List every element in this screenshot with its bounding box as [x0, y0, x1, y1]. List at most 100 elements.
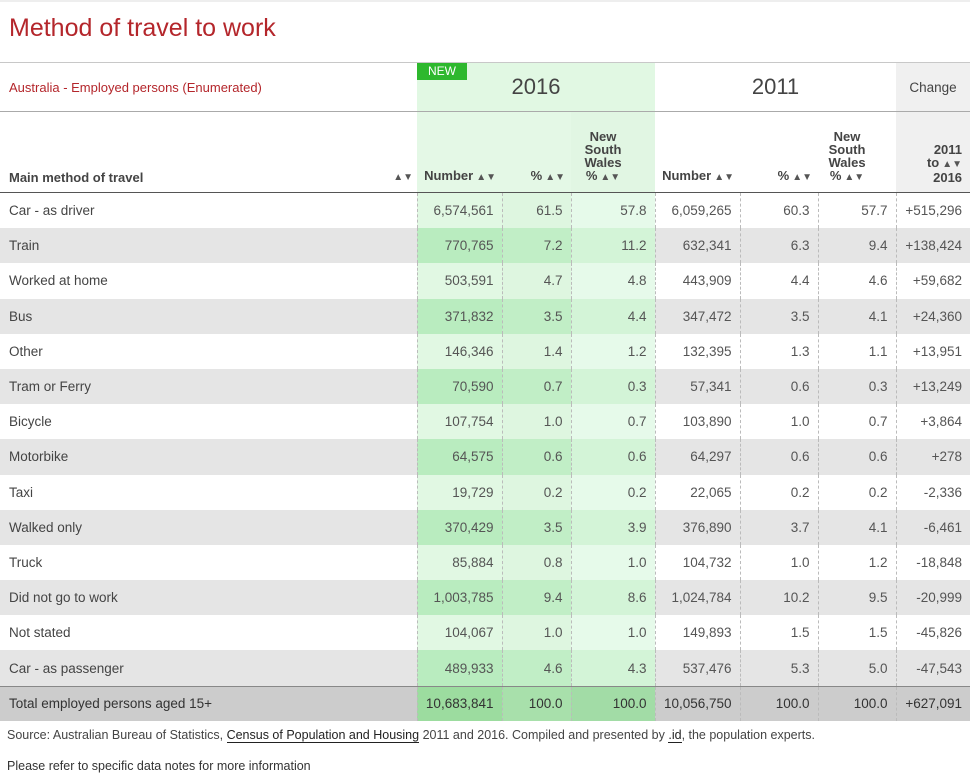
cell-percent-2016: 3.5	[501, 298, 571, 334]
col-main-method[interactable]: Main method of travel ▲▼	[0, 111, 417, 193]
cell-number-2011: 1,024,784	[654, 580, 741, 616]
cell-percent-2016: 4.7	[501, 263, 571, 299]
table-row: Motorbike 64,575 0.6 0.6 64,297 0.6 0.6 +278	[0, 439, 970, 475]
cell-nsw-2016: 1.0	[570, 615, 656, 651]
year-2016-label: 2016	[511, 74, 561, 99]
cell-change: +515,296	[895, 192, 970, 229]
cell-nsw-2011: 9.4	[817, 228, 897, 264]
col-change-line1: 2011 to	[926, 142, 963, 170]
sort-updown-icon[interactable]: ▲▼	[792, 172, 813, 183]
col-number-2016[interactable]: Number ▲▼	[417, 111, 502, 193]
cell-method: Bus	[0, 298, 417, 334]
cell-method: Truck	[9, 554, 43, 570]
cell-nsw-2016: 100.0	[570, 685, 656, 721]
cell-percent-2016: 1.0	[501, 615, 571, 651]
cell-number-2016: 19,729	[416, 474, 502, 510]
cell-number-2011: 64,297	[654, 439, 741, 475]
cell-nsw-2011: 57.7	[817, 192, 897, 229]
cell-number-2016: 146,346	[416, 333, 502, 369]
table-row: Not stated 104,067 1.0 1.0 149,893 1.5 1.5 -45,…	[0, 615, 970, 651]
cell-number-2011: 104,732	[654, 544, 741, 581]
cell-number-2016: 104,067	[416, 615, 502, 651]
cell-percent-2016: 3.5	[501, 509, 571, 545]
table-row: Car - as passenger 489,933 4.6 4.3 537,476 5.…	[0, 650, 970, 687]
cell-percent-2011: 1.5	[739, 615, 819, 651]
id-link[interactable]: .id	[668, 728, 682, 743]
nsw-line4: %	[829, 168, 842, 183]
cell-method: Worked at home	[9, 273, 108, 289]
cell-percent-2016: 61.5	[501, 192, 571, 229]
cell-percent-2016: 4.6	[501, 650, 571, 687]
table-row: Car - as driver 6,574,561 61.5 57.8 6,059,26…	[0, 192, 970, 229]
nsw-line1: New	[589, 129, 617, 144]
source-prefix: Source: Australian Bureau of Statistics,	[7, 728, 224, 742]
nsw-line1: New	[833, 129, 861, 144]
cell-nsw-2016: 57.8	[570, 192, 656, 229]
sort-updown-icon[interactable]: ▲▼	[942, 159, 963, 170]
col-change[interactable]: 2011 to ▲▼ 2016	[896, 111, 970, 193]
total-row: Total employed persons aged 15+ 10,683,84…	[0, 685, 970, 721]
col-percent-2016[interactable]: % ▲▼	[502, 111, 571, 193]
page-title: Method of travel to work	[9, 14, 276, 42]
table-subtitle: Australia - Employed persons (Enumerated…	[0, 62, 417, 112]
nsw-line2: South	[828, 142, 866, 157]
sort-updown-icon[interactable]: ▲▼	[844, 172, 865, 183]
cell-nsw-2016: 4.8	[570, 263, 656, 299]
cell-percent-2011: 3.5	[739, 298, 819, 334]
cell-number-2016: 107,754	[416, 404, 502, 440]
table-row: Did not go to work 1,003,785 9.4 8.6 1,024,7…	[0, 580, 970, 616]
cell-method: Car - as passenger	[0, 650, 417, 687]
cell-nsw-2011: 4.1	[817, 298, 897, 334]
cell-number-2011: 632,341	[654, 228, 741, 264]
year-2016-header: NEW 2016	[417, 62, 656, 112]
sort-updown-icon[interactable]: ▲▼	[600, 172, 621, 183]
cell-nsw-2016: 4.3	[570, 650, 656, 687]
cell-method: Car - as driver	[9, 203, 95, 219]
cell-percent-2011: 3.7	[739, 509, 819, 545]
cell-change: -6,461	[895, 509, 970, 545]
cell-method: Other	[9, 343, 43, 359]
cell-change: +3,864	[895, 404, 970, 440]
cell-nsw-2016: 8.6	[570, 580, 656, 616]
source-suffix: , the population experts.	[681, 728, 815, 742]
source-note: Source: Australian Bureau of Statistics,…	[7, 728, 815, 743]
cell-method: Total employed persons aged 15+	[0, 685, 417, 721]
cell-change: -20,999	[895, 580, 970, 616]
sort-updown-icon[interactable]: ▲▼	[545, 172, 565, 183]
sort-updown-icon[interactable]: ▲▼	[476, 172, 496, 183]
col-main-method-label: Main method of travel	[9, 170, 144, 185]
cell-nsw-2011: 0.2	[817, 474, 897, 510]
cell-number-2016: 370,429	[416, 509, 502, 545]
cell-change: +138,424	[895, 228, 970, 264]
cell-method: Walked only	[0, 509, 417, 545]
col-number-2011[interactable]: Number ▲▼	[655, 111, 741, 193]
cell-number-2016: 489,933	[416, 650, 502, 687]
change-header: Change	[896, 62, 970, 112]
col-number-2016-label: Number	[424, 168, 474, 183]
table-row: Truck 85,884 0.8 1.0 104,732 1.0 1.2 -18,848	[0, 544, 970, 581]
sort-updown-icon[interactable]: ▲▼	[714, 172, 735, 183]
cell-change: +627,091	[895, 685, 970, 721]
cell-change: -18,848	[895, 544, 970, 581]
col-percent-2011[interactable]: % ▲▼	[740, 111, 819, 193]
cell-percent-2011: 0.6	[739, 439, 819, 475]
col-nsw-2016[interactable]: New South Wales % ▲▼	[571, 111, 656, 193]
census-link[interactable]: Census of Population and Housing	[226, 728, 420, 743]
cell-nsw-2011: 0.7	[817, 404, 897, 440]
cell-nsw-2016: 0.3	[570, 368, 656, 405]
new-badge: NEW	[417, 63, 467, 80]
sort-updown-icon[interactable]: ▲▼	[393, 172, 413, 183]
cell-change: +24,360	[895, 298, 970, 334]
col-nsw-2011[interactable]: New South Wales % ▲▼	[818, 111, 897, 193]
cell-nsw-2011: 0.3	[817, 368, 897, 405]
cell-number-2016: 70,590	[416, 368, 502, 405]
cell-number-2011: 347,472	[654, 298, 741, 334]
cell-number-2011: 537,476	[654, 650, 741, 687]
table-row: Tram or Ferry 70,590 0.7 0.3 57,341 0.6 0.3 +13…	[0, 368, 970, 405]
cell-method: Motorbike	[0, 439, 417, 475]
cell-number-2011: 6,059,265	[654, 192, 741, 229]
cell-number-2011: 132,395	[654, 333, 741, 369]
cell-nsw-2011: 1.2	[817, 544, 897, 581]
cell-change: -47,543	[895, 650, 970, 687]
col-percent-2016-label: %	[530, 168, 543, 183]
